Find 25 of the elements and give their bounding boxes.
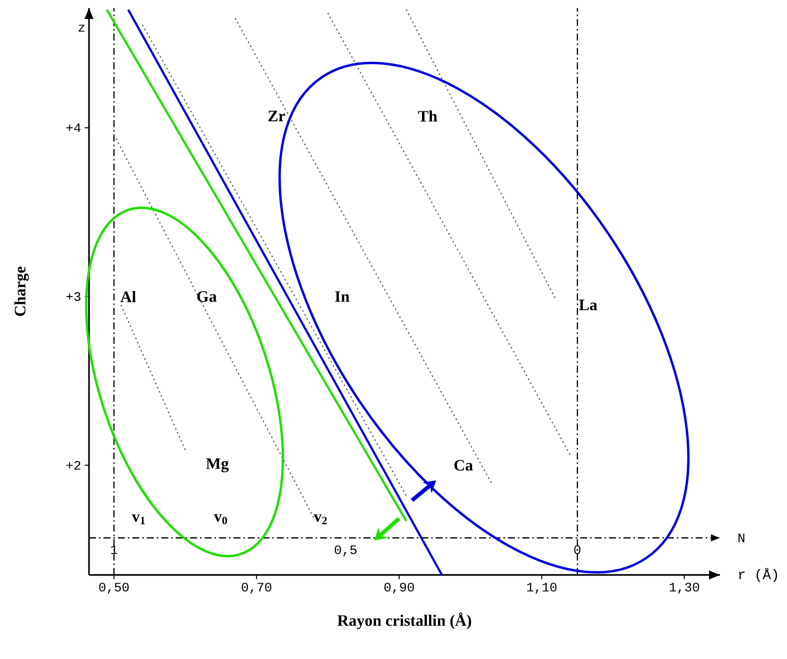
x-tick-label: 0,90	[384, 582, 414, 594]
x-axis-title: Rayon cristallin (Å)	[337, 612, 472, 630]
annotation: v$_{1}$	[132, 514, 145, 524]
annotation: Ga	[197, 291, 217, 302]
text: r (Å)	[739, 568, 778, 582]
x2-tick-label: 0,5	[334, 545, 357, 556]
y-axis-title: Charge	[14, 266, 29, 316]
x-tick-label: 1,30	[670, 582, 700, 594]
x-tick-label: 0,50	[99, 582, 129, 594]
x-tick-label: 1,10	[527, 582, 556, 594]
annotation: Mg	[206, 458, 229, 472]
annotation: v$_{0}$	[214, 514, 228, 524]
annotation: Al	[120, 291, 136, 302]
annotation: Ca	[454, 460, 473, 471]
y-tick-label: +3	[66, 292, 80, 301]
y-tick-label: +4	[66, 124, 81, 132]
text: z	[78, 24, 84, 32]
annotation: Th	[418, 110, 438, 122]
annotation: Zr	[268, 110, 286, 122]
x2-axis-title: N	[738, 534, 744, 542]
annotation: In	[335, 291, 350, 302]
y-tick-label: +2	[66, 460, 80, 470]
x-tick-label: 0,70	[242, 582, 272, 594]
annotation: v$_{2}$	[314, 514, 327, 524]
annotation: La	[579, 300, 598, 310]
